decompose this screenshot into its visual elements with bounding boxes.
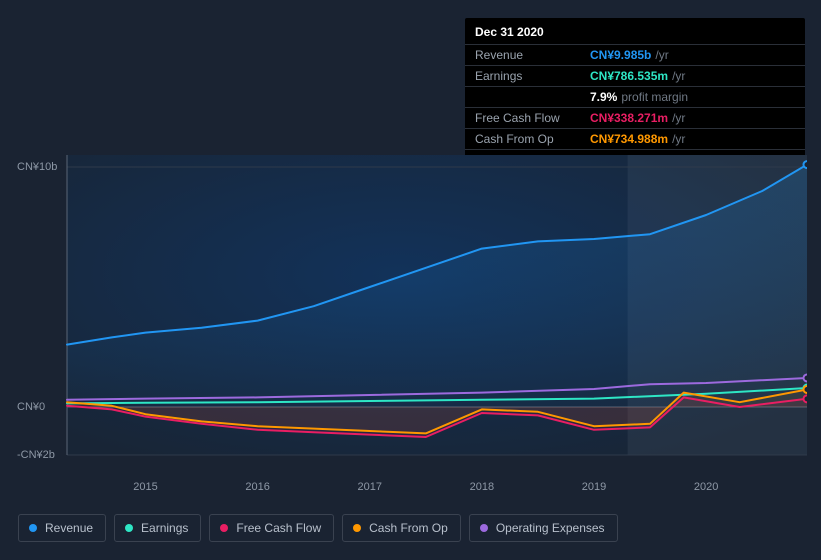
legend-item-opex[interactable]: Operating Expenses	[469, 514, 618, 542]
legend-item-cfo[interactable]: Cash From Op	[342, 514, 461, 542]
tooltip-suffix: /yr	[672, 69, 685, 83]
tooltip-label	[475, 90, 590, 104]
legend-label: Revenue	[45, 521, 93, 535]
legend-item-earnings[interactable]: Earnings	[114, 514, 201, 542]
legend-item-fcf[interactable]: Free Cash Flow	[209, 514, 334, 542]
tooltip-row: Cash From OpCN¥734.988m/yr	[465, 128, 805, 149]
legend: Revenue Earnings Free Cash Flow Cash From O…	[18, 514, 618, 542]
x-axis-tick: 2016	[245, 481, 269, 493]
tooltip-row: 7.9% profit margin	[465, 86, 805, 107]
x-axis-tick: 2018	[470, 481, 494, 493]
financial-chart-container: Dec 31 2020 RevenueCN¥9.985b/yrEarningsC…	[0, 0, 821, 560]
tooltip-row: RevenueCN¥9.985b/yr	[465, 44, 805, 65]
x-axis-tick: 2015	[133, 481, 157, 493]
tooltip-value: CN¥734.988m	[590, 132, 668, 146]
x-axis-tick: 2017	[357, 481, 381, 493]
tooltip-suffix: /yr	[672, 132, 685, 146]
x-axis-tick: 2019	[582, 481, 606, 493]
legend-label: Free Cash Flow	[236, 521, 321, 535]
x-axis-tick: 2020	[694, 481, 718, 493]
y-axis-tick: CN¥0	[17, 401, 45, 413]
legend-dot-icon	[220, 524, 228, 532]
tooltip-value: CN¥338.271m	[590, 111, 668, 125]
tooltip-label: Free Cash Flow	[475, 111, 590, 125]
tooltip-suffix: /yr	[672, 111, 685, 125]
legend-dot-icon	[353, 524, 361, 532]
tooltip-value: CN¥786.535m	[590, 69, 668, 83]
profit-margin-label: profit margin	[621, 90, 688, 104]
legend-label: Earnings	[141, 521, 188, 535]
tooltip-label: Cash From Op	[475, 132, 590, 146]
data-tooltip: Dec 31 2020 RevenueCN¥9.985b/yrEarningsC…	[465, 18, 805, 170]
line-chart	[17, 155, 807, 475]
chart-area[interactable]: CN¥10bCN¥0-CN¥2b201520162017201820192020	[17, 155, 807, 475]
profit-margin-value: 7.9%	[590, 90, 617, 104]
tooltip-suffix: /yr	[655, 48, 668, 62]
y-axis-tick: -CN¥2b	[17, 449, 55, 461]
legend-item-revenue[interactable]: Revenue	[18, 514, 106, 542]
legend-label: Operating Expenses	[496, 521, 605, 535]
tooltip-label: Revenue	[475, 48, 590, 62]
tooltip-label: Earnings	[475, 69, 590, 83]
tooltip-row: EarningsCN¥786.535m/yr	[465, 65, 805, 86]
legend-dot-icon	[29, 524, 37, 532]
legend-label: Cash From Op	[369, 521, 448, 535]
legend-dot-icon	[480, 524, 488, 532]
legend-dot-icon	[125, 524, 133, 532]
y-axis-tick: CN¥10b	[17, 161, 57, 173]
tooltip-row: Free Cash FlowCN¥338.271m/yr	[465, 107, 805, 128]
tooltip-date: Dec 31 2020	[465, 18, 805, 44]
tooltip-value: CN¥9.985b	[590, 48, 651, 62]
